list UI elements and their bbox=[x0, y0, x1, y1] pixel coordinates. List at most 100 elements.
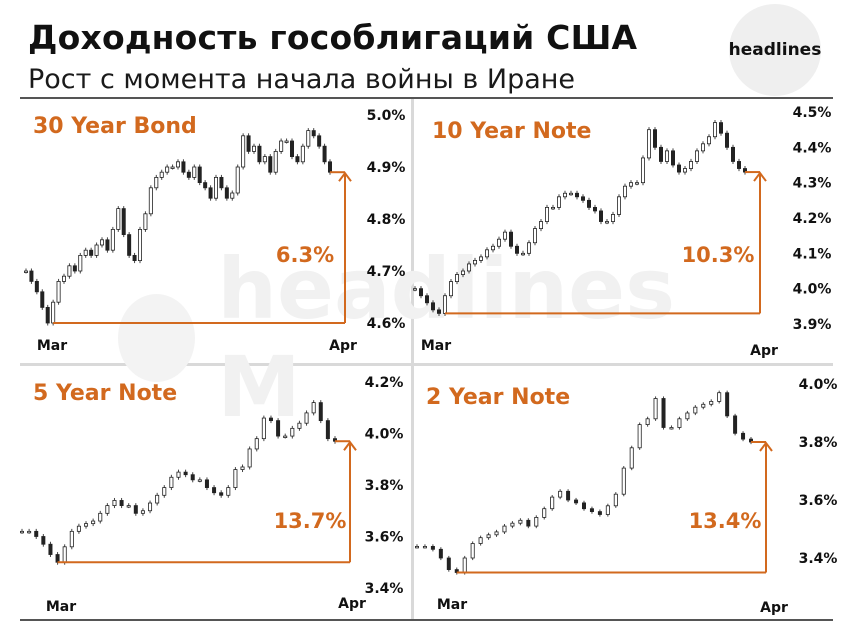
price-bar bbox=[731, 146, 736, 162]
price-bar bbox=[181, 161, 186, 173]
price-bar bbox=[183, 471, 188, 476]
price-bar bbox=[737, 161, 742, 169]
price-bar bbox=[659, 146, 664, 162]
price-bar bbox=[701, 143, 706, 152]
price-bar bbox=[197, 479, 202, 482]
price-bar bbox=[268, 156, 273, 173]
price-bar bbox=[119, 500, 124, 507]
price-bar bbox=[212, 487, 217, 494]
y-tick-label: 4.0% bbox=[365, 427, 404, 443]
price-bar bbox=[466, 263, 471, 272]
price-bar bbox=[133, 505, 138, 514]
price-bar bbox=[290, 427, 295, 437]
price-bar bbox=[170, 166, 175, 169]
y-tick-label: 4.8% bbox=[367, 212, 406, 228]
price-bar bbox=[494, 531, 499, 536]
chart-title-5-year-note: 5 Year Note bbox=[33, 381, 177, 406]
price-bar bbox=[40, 291, 45, 308]
price-bar bbox=[741, 432, 746, 440]
price-bar bbox=[45, 306, 50, 324]
price-bar bbox=[569, 192, 574, 196]
y-tick-label: 5.0% bbox=[367, 108, 406, 124]
price-bar bbox=[148, 187, 153, 215]
price-bar bbox=[412, 288, 417, 291]
price-bar bbox=[317, 135, 322, 147]
vertical-divider bbox=[411, 99, 414, 619]
chart-title-30-year-bond: 30 Year Bond bbox=[33, 114, 197, 139]
x-label-apr: Apr bbox=[750, 343, 778, 359]
price-bar bbox=[23, 270, 28, 273]
price-bar bbox=[653, 129, 658, 148]
price-bar bbox=[254, 438, 259, 450]
x-label-apr: Apr bbox=[760, 600, 788, 616]
price-bar bbox=[733, 415, 738, 434]
price-bar bbox=[110, 228, 115, 251]
price-bar bbox=[325, 420, 330, 440]
price-bar bbox=[693, 406, 698, 414]
price-bar bbox=[669, 427, 674, 430]
price-bar bbox=[235, 166, 240, 194]
price-bar bbox=[311, 130, 316, 137]
price-bar bbox=[127, 234, 132, 256]
price-bar bbox=[154, 176, 159, 189]
y-tick-label: 4.0% bbox=[799, 377, 838, 393]
price-bar bbox=[219, 176, 224, 189]
price-bar bbox=[140, 510, 145, 514]
x-label-mar: Mar bbox=[437, 597, 467, 613]
price-bar bbox=[186, 171, 191, 178]
x-label-mar: Mar bbox=[421, 338, 451, 354]
price-bar bbox=[677, 164, 682, 173]
x-label-mar: Mar bbox=[46, 599, 76, 615]
price-bar bbox=[629, 182, 634, 187]
price-bar bbox=[159, 171, 164, 178]
logo-text: headlines bbox=[728, 40, 822, 60]
price-bar bbox=[725, 392, 730, 417]
price-bar bbox=[83, 249, 88, 256]
price-bar bbox=[98, 512, 103, 522]
price-bar bbox=[143, 213, 148, 230]
price-bar bbox=[545, 206, 550, 222]
price-bar bbox=[34, 280, 39, 293]
price-bar bbox=[241, 135, 246, 168]
price-bar bbox=[593, 206, 598, 212]
price-bar bbox=[100, 239, 105, 246]
price-bar bbox=[67, 265, 72, 277]
y-tick-label: 4.4% bbox=[793, 140, 832, 156]
price-bar bbox=[527, 242, 532, 254]
price-bar bbox=[261, 417, 266, 440]
price-bar bbox=[701, 403, 706, 408]
price-bar bbox=[641, 157, 646, 184]
price-bar bbox=[515, 245, 520, 254]
price-bar bbox=[276, 420, 281, 437]
price-bar bbox=[689, 161, 694, 169]
price-bar bbox=[112, 500, 117, 507]
price-bar bbox=[422, 546, 427, 549]
price-bar bbox=[105, 505, 110, 514]
price-bar bbox=[76, 525, 81, 532]
price-bar bbox=[430, 302, 435, 311]
price-bar bbox=[311, 402, 316, 414]
price-bar bbox=[665, 150, 670, 162]
price-bar bbox=[203, 182, 208, 189]
price-bar bbox=[629, 447, 634, 469]
price-bar bbox=[534, 517, 539, 527]
price-bar bbox=[327, 161, 332, 173]
price-bar bbox=[418, 288, 423, 297]
price-bar bbox=[430, 546, 435, 550]
price-bar bbox=[295, 156, 300, 163]
price-bar bbox=[247, 448, 252, 468]
price-bar bbox=[137, 228, 142, 261]
price-bar bbox=[219, 492, 224, 496]
y-tick-label: 4.9% bbox=[367, 160, 406, 176]
price-bar bbox=[508, 231, 513, 247]
price-bar bbox=[486, 534, 491, 539]
price-bar bbox=[647, 129, 652, 159]
price-bar bbox=[551, 206, 556, 210]
price-bar bbox=[521, 252, 526, 256]
x-label-apr: Apr bbox=[338, 596, 366, 612]
price-bar bbox=[41, 536, 46, 545]
price-bar bbox=[558, 490, 563, 498]
price-bar bbox=[176, 471, 181, 478]
price-bar bbox=[478, 256, 483, 261]
